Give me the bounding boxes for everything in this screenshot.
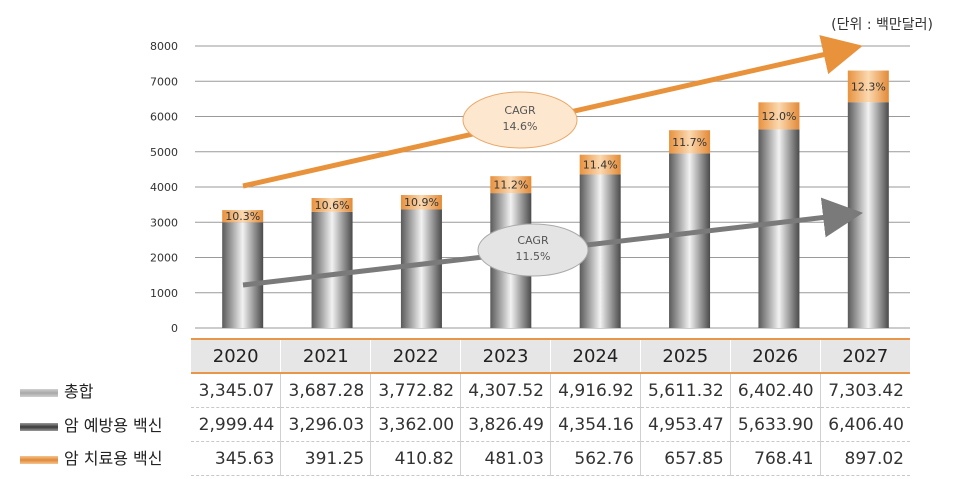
year-header: 2024 xyxy=(550,338,641,374)
y-tick-label: 5000 xyxy=(150,146,178,159)
y-tick-label: 3000 xyxy=(150,216,178,229)
table-cell: 897.02 xyxy=(819,441,910,476)
table-cell: 4,307.52 xyxy=(460,373,551,408)
share-label: 11.2% xyxy=(493,179,528,192)
year-header: 2022 xyxy=(370,338,461,374)
legend-treatment: 암 치료용 백신 xyxy=(20,445,163,469)
y-tick-label: 1000 xyxy=(150,287,178,300)
share-label: 12.3% xyxy=(851,80,886,93)
stacked-bar-chart: 0 1000 2000 3000 4000 5000 6000 7000 8000 10.3% 1… xyxy=(150,35,910,335)
bar-prevention xyxy=(847,102,889,328)
bar-treatment xyxy=(579,154,621,175)
table-cell: 2,999.44 xyxy=(191,407,281,442)
legend-swatch-treatment xyxy=(20,455,58,464)
y-axis-ticks: 0 1000 2000 3000 4000 5000 6000 7000 8000 xyxy=(150,40,178,335)
y-tick-label: 0 xyxy=(171,322,178,335)
cagr-orange-label: CAGR xyxy=(504,104,536,117)
year-header: 2021 xyxy=(280,338,371,374)
table-cell: 410.82 xyxy=(370,441,461,476)
y-tick-label: 7000 xyxy=(150,75,178,88)
unit-label: (단위 : 백만달러) xyxy=(831,17,933,33)
table-row-prevention: 2,999.44 3,296.03 3,362.00 3,826.49 4,35… xyxy=(191,407,910,442)
bar-prevention xyxy=(222,222,264,328)
bar-treatment xyxy=(847,70,889,103)
bar-treatment xyxy=(400,195,442,210)
legend-prevention: 암 예방용 백신 xyxy=(20,412,163,436)
cagr-gray-bubble xyxy=(477,223,589,277)
share-label: 11.7% xyxy=(672,136,707,149)
cagr-orange-bubble xyxy=(462,91,578,149)
bar-treatment xyxy=(669,130,711,154)
legend-label-prevention: 암 예방용 백신 xyxy=(64,416,163,435)
legend-label-total: 총합 xyxy=(64,382,94,401)
bar-treatment xyxy=(490,176,532,194)
year-header: 2023 xyxy=(460,338,551,374)
year-header: 2020 xyxy=(191,338,281,374)
table-cell: 7,303.42 xyxy=(819,373,910,408)
share-label: 12.0% xyxy=(761,110,796,123)
table-cell: 391.25 xyxy=(280,441,371,476)
y-tick-label: 4000 xyxy=(150,181,178,194)
bar-treatment xyxy=(758,102,800,130)
share-label: 11.4% xyxy=(583,159,618,172)
share-label: 10.6% xyxy=(315,199,350,212)
y-tick-label: 2000 xyxy=(150,252,178,265)
table-cell: 3,296.03 xyxy=(280,407,371,442)
table-cell: 3,687.28 xyxy=(280,373,371,408)
table-cell: 3,345.07 xyxy=(191,373,281,408)
table-cell: 4,916.92 xyxy=(550,373,641,408)
table-cell: 3,772.82 xyxy=(370,373,461,408)
table-cell: 768.41 xyxy=(729,441,821,476)
year-header: 2025 xyxy=(639,338,731,374)
cagr-orange-value: 14.6% xyxy=(503,120,538,133)
bar-prevention xyxy=(669,153,711,328)
year-header: 2026 xyxy=(729,338,821,374)
bar-prevention xyxy=(400,209,442,328)
y-tick-label: 6000 xyxy=(150,111,178,124)
bar-prevention xyxy=(758,129,800,328)
table-cell: 5,611.32 xyxy=(639,373,731,408)
bar-treatment xyxy=(311,198,353,212)
table-cell: 3,826.49 xyxy=(460,407,551,442)
cagr-gray-label: CAGR xyxy=(517,234,549,247)
table-row-treatment: 345.63 391.25 410.82 481.03 562.76 657.8… xyxy=(191,441,910,476)
grid-lines xyxy=(195,45,910,329)
share-label: 10.9% xyxy=(404,196,439,209)
table-cell: 4,354.16 xyxy=(550,407,641,442)
table-cell: 6,402.40 xyxy=(729,373,821,408)
table-cell: 345.63 xyxy=(191,441,281,476)
table-header-row: 2020 2021 2022 2023 2024 2025 2026 2027 xyxy=(191,338,910,374)
year-header: 2027 xyxy=(819,338,910,374)
table-cell: 562.76 xyxy=(550,441,641,476)
table-cell: 481.03 xyxy=(460,441,551,476)
cagr-gray-value: 11.5% xyxy=(516,250,551,263)
table-row-total: 3,345.07 3,687.28 3,772.82 4,307.52 4,91… xyxy=(191,373,910,408)
table-cell: 5,633.90 xyxy=(729,407,821,442)
data-table: 2020 2021 2022 2023 2024 2025 2026 2027 … xyxy=(191,338,910,476)
legend-total: 총합 xyxy=(20,378,93,402)
table-cell: 3,362.00 xyxy=(370,407,461,442)
table-cell: 6,406.40 xyxy=(819,407,910,442)
y-tick-label: 8000 xyxy=(150,40,178,53)
table-cell: 4,953.47 xyxy=(639,407,731,442)
legend-swatch-total xyxy=(20,388,58,397)
legend-label-treatment: 암 치료용 백신 xyxy=(64,449,163,468)
share-label: 10.3% xyxy=(225,210,260,223)
bar-prevention xyxy=(311,211,353,328)
bar-treatment xyxy=(222,210,264,223)
legend-swatch-prevention xyxy=(20,422,58,431)
table-cell: 657.85 xyxy=(639,441,731,476)
